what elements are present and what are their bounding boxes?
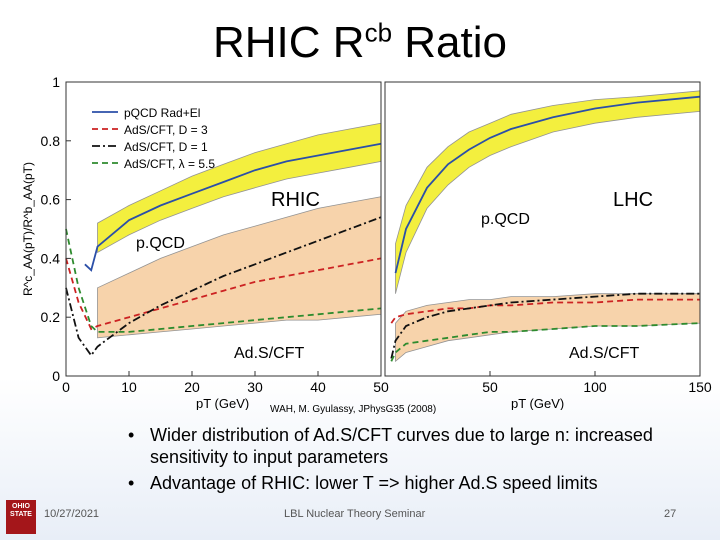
annotation-label: Ad.S/CFT [569, 345, 639, 362]
plot-frame [384, 81, 701, 377]
band-pqcd [395, 90, 701, 294]
bullet-text: Wider distribution of Ad.S/CFT curves du… [150, 425, 653, 467]
slide-title-end: Ratio [392, 18, 507, 67]
band-ads-cft [395, 293, 701, 363]
plot-frame [65, 81, 382, 377]
y-tick-label: 0.2 [41, 309, 61, 325]
y-tick-label: 0.6 [41, 192, 61, 208]
slide-title-superscript: cb [364, 17, 393, 48]
y-tick-label: 0.4 [41, 250, 61, 266]
series-line [65, 216, 382, 357]
bullet-item: • Advantage of RHIC: lower T => higher A… [128, 472, 708, 494]
bullet-glyph: • [128, 473, 135, 493]
x-axis-label: pT (GeV) [511, 396, 564, 410]
x-axis-label: pT (GeV) [196, 396, 249, 410]
x-tick-label: 30 [247, 379, 263, 395]
bullet-item: • Wider distribution of Ad.S/CFT curves … [128, 424, 708, 468]
x-tick-label: 50 [482, 379, 498, 395]
bullet-list: • Wider distribution of Ad.S/CFT curves … [128, 424, 708, 498]
panel-label: LHC [613, 189, 653, 211]
series-line [390, 322, 701, 362]
slide-title: RHIC Rcb Ratio [0, 18, 720, 68]
x-tick-label: 20 [184, 379, 200, 395]
legend-entry: AdS/CFT, D = 3 [124, 123, 208, 137]
footer-center-text: LBL Nuclear Theory Seminar [284, 508, 426, 520]
legend-entry: pQCD Rad+El [124, 106, 200, 120]
y-tick-label: 1 [52, 74, 60, 90]
x-tick-label: 100 [583, 379, 607, 395]
y-tick-label: 0 [52, 368, 60, 384]
legend-entry: AdS/CFT, D = 1 [124, 140, 208, 154]
panel-label: RHIC [271, 189, 320, 211]
rcb-ratio-figure: 0 10 20 30 40 50 0 0.2 0.4 0.6 0.8 1 RHIC p.QCD Ad.S/C… [21, 74, 712, 410]
page-number: 27 [664, 508, 677, 520]
logo-text: OHIO STATE [10, 503, 32, 518]
x-tick-label: 10 [121, 379, 137, 395]
series-line [394, 95, 701, 274]
x-tick-label: 0 [62, 379, 70, 395]
annotation-label: Ad.S/CFT [234, 345, 304, 362]
panel-lhc [384, 81, 701, 377]
slide-title-main: RHIC R [213, 18, 365, 67]
x-tick-label: 150 [688, 379, 712, 395]
series-line [65, 257, 382, 331]
footer-date: 10/27/2021 [44, 508, 100, 520]
university-logo: OHIO STATE [6, 500, 36, 534]
x-tick-label: 40 [310, 379, 326, 395]
series-line [65, 228, 382, 333]
series-line [84, 142, 382, 272]
bullet-text: Advantage of RHIC: lower T => higher Ad.… [150, 473, 598, 493]
y-tick-label: 0.8 [41, 133, 61, 149]
bullet-glyph: • [128, 425, 135, 445]
annotation-label: p.QCD [136, 235, 185, 252]
figure-citation: WAH, M. Gyulassy, JPhysG35 (2008) [270, 404, 437, 415]
series-line [390, 292, 700, 359]
panel-rhic [65, 81, 382, 377]
legend-entry: AdS/CFT, λ = 5.5 [124, 157, 215, 171]
annotation-label: p.QCD [481, 211, 530, 228]
y-axis-label: R^c_AA(pT)/R^b_AA(pT) [21, 162, 35, 296]
x-tick-label: 50 [373, 379, 389, 395]
